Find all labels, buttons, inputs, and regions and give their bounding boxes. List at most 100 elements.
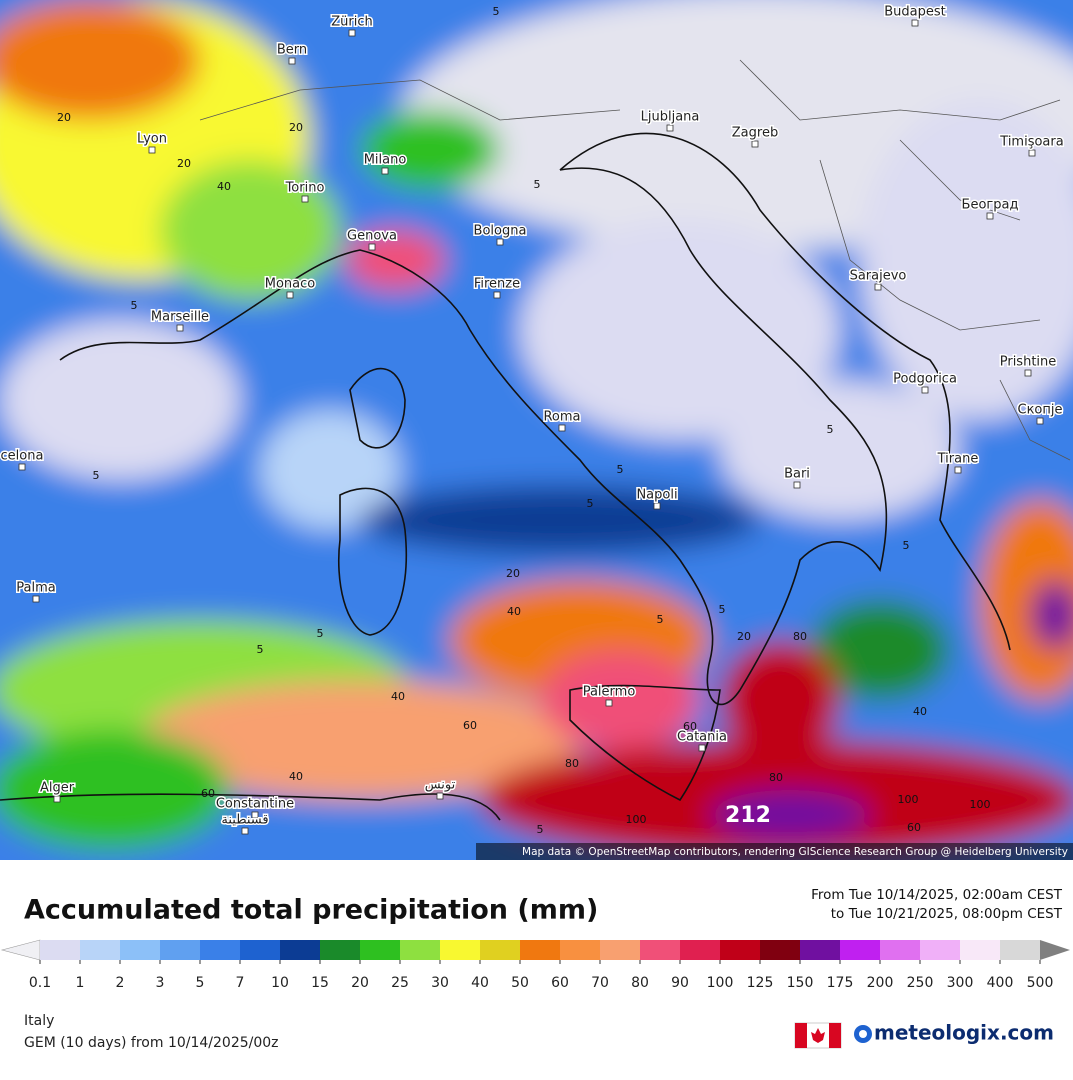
city-label: Torino	[285, 181, 325, 196]
legend-tick-label: 5	[196, 975, 205, 991]
legend-swatch	[80, 940, 120, 960]
city-marker	[911, 19, 919, 27]
legend-swatch	[200, 940, 240, 960]
contour-label: 100	[626, 813, 647, 826]
legend-tick-label: 100	[707, 975, 734, 991]
legend-swatch	[600, 940, 640, 960]
city-marker	[18, 463, 26, 471]
city-label: Firenze	[474, 277, 520, 292]
city-label: celona	[1, 449, 44, 464]
city-marker	[348, 29, 356, 37]
legend-tick-label: 40	[471, 975, 489, 991]
contour-label: 40	[913, 705, 927, 718]
legend-swatch	[440, 940, 480, 960]
city-marker	[653, 502, 661, 510]
legend-swatch	[280, 940, 320, 960]
legend-swatch	[40, 940, 80, 960]
legend-swatch	[840, 940, 880, 960]
city-marker	[496, 238, 504, 246]
city-marker	[368, 243, 376, 251]
contour-label: 20	[506, 567, 520, 580]
city-label: Sarajevo	[850, 269, 907, 284]
legend-tick-label: 125	[747, 975, 774, 991]
city-marker	[436, 792, 444, 800]
legend-tick-label: 3	[156, 975, 165, 991]
city-label: Palermo	[583, 685, 636, 700]
city-label: Constantine	[216, 797, 294, 812]
contour-label: 5	[93, 469, 100, 482]
brand-logo	[854, 1025, 872, 1043]
city-marker	[241, 827, 249, 835]
legend-swatch	[1000, 940, 1040, 960]
legend-tick-label: 150	[787, 975, 814, 991]
city-marker	[666, 124, 674, 132]
city-label: Napoli	[636, 488, 677, 503]
legend-tick-label: 80	[631, 975, 649, 991]
city-marker	[605, 699, 613, 707]
city-label: Catania	[677, 730, 727, 745]
city-marker	[751, 140, 759, 148]
legend-over-arrow	[1040, 940, 1070, 960]
city-marker	[288, 57, 296, 65]
legend-swatch	[800, 940, 840, 960]
legend-tick-label: 10	[271, 975, 289, 991]
legend-swatch	[640, 940, 680, 960]
city-label: Roma	[543, 410, 580, 425]
contour-label: 60	[463, 719, 477, 732]
legend-swatch	[400, 940, 440, 960]
city-label: Скопје	[1018, 403, 1063, 418]
contour-label: 5	[719, 603, 726, 616]
city-label: Bern	[277, 43, 307, 58]
contour-label: 20	[57, 111, 71, 124]
legend-swatch	[880, 940, 920, 960]
city-label: Marseille	[151, 310, 209, 325]
city-marker	[558, 424, 566, 432]
contour-label: 5	[537, 823, 544, 836]
city-marker	[148, 146, 156, 154]
legend-under-arrow	[0, 939, 41, 961]
city-label: Podgorica	[893, 372, 957, 387]
legend-swatch	[960, 940, 1000, 960]
city-marker	[493, 291, 501, 299]
contour-label: 20	[737, 630, 751, 643]
contour-label: 5	[657, 613, 664, 626]
legend-swatch	[360, 940, 400, 960]
contour-label: 5	[493, 5, 500, 18]
legend-tick-label: 60	[551, 975, 569, 991]
contour-label: 100	[970, 798, 991, 811]
legend-tick-label: 7	[236, 975, 245, 991]
contour-label: 5	[534, 178, 541, 191]
city-marker	[1036, 417, 1044, 425]
city-marker	[251, 811, 259, 819]
city-marker	[53, 795, 61, 803]
title: Accumulated total precipitation (mm)	[24, 895, 598, 926]
legend-tick-label: 300	[947, 975, 974, 991]
legend-swatch	[520, 940, 560, 960]
contour-label: 40	[289, 770, 303, 783]
contour-label: 80	[793, 630, 807, 643]
region: Italy	[24, 1013, 54, 1029]
contour-label: 80	[565, 757, 579, 770]
legend-tick-label: 200	[867, 975, 894, 991]
legend-tick-label: 90	[671, 975, 689, 991]
legend-swatch	[320, 940, 360, 960]
city-label: Alger	[40, 781, 75, 796]
contour-label: 100	[898, 793, 919, 806]
city-label: Timişoara	[999, 135, 1063, 150]
legend-tick-label: 70	[591, 975, 609, 991]
contour-label: 20	[177, 157, 191, 170]
city-label: قسنطينة	[221, 813, 268, 828]
city-label: Lyon	[137, 132, 167, 147]
legend-tick-label: 0.1	[29, 975, 51, 991]
city-label: Zagreb	[732, 126, 778, 141]
legend-tick-label: 2	[116, 975, 125, 991]
legend-swatch	[720, 940, 760, 960]
city-marker	[921, 386, 929, 394]
attribution-bg	[476, 843, 1073, 860]
legend-tick-label: 15	[311, 975, 329, 991]
legend-tick-label: 400	[987, 975, 1014, 991]
city-marker	[954, 466, 962, 474]
date-to: to Tue 10/21/2025, 08:00pm CEST	[831, 906, 1063, 922]
city-label: Београд	[962, 198, 1019, 213]
